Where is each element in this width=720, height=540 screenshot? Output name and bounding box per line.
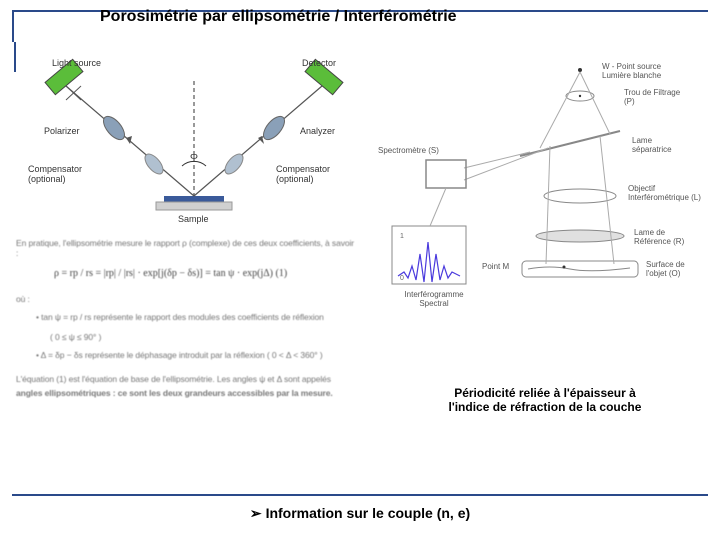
formula-tan: • tan ψ = rp / rs représente le rapport … [36,312,356,322]
formula-note1: L'équation (1) est l'équation de base de… [16,374,356,384]
footer-rule [12,494,708,496]
periodicity-note: Périodicité reliée à l'épaisseur à l'ind… [410,386,680,414]
footer-label: Information sur le couple (n, e) [266,505,471,521]
page-title: Porosimétrie par ellipsométrie / Interfé… [100,8,457,26]
label-polarizer: Polarizer [44,126,80,136]
label-interferogram: Interférogramme Spectral [394,290,474,308]
label-spectro: Spectromètre (S) [378,146,458,155]
ellipsometry-panel: Φ Light source Detector Polarizer Analyz… [6,56,362,486]
formula-intro: En pratique, l'ellipsométrie mesure le r… [16,238,356,258]
footer-text: ➢Information sur le couple (n, e) [0,505,720,522]
formula-delta: • Δ = δp − δs représente le déphasage in… [36,350,356,360]
formula-delta-text: Δ = δp − δs représente le déphasage intr… [41,350,323,360]
label-analyzer: Analyzer [300,126,335,136]
label-comp-left: Compensator (optional) [28,164,98,184]
formula-ou: où : [16,294,30,304]
ellipso-diagram: Φ [6,56,362,231]
label-sample: Sample [178,214,209,224]
label-objectif: Objectif Interférométrique (L) [628,184,708,202]
label-surface: Surface de l'objet (O) [646,260,706,278]
svg-text:Φ: Φ [190,152,198,163]
label-detector: Detector [302,58,336,68]
formula-tan-text: tan ψ = rp / rs représente le rapport de… [41,312,324,322]
formula-psi-range: ( 0 ≤ ψ ≤ 90° ) [50,332,101,342]
label-light-source: Light source [52,58,101,68]
formula-rho: ρ = rp / rs = |rp| / |rs| · exp[j(δp − δ… [54,268,287,279]
arrow-icon: ➢ [250,505,262,522]
label-trou: Trou de Filtrage (P) [624,88,684,106]
label-comp-right: Compensator (optional) [276,164,346,184]
svg-text:0: 0 [400,275,404,282]
periodicity-line2: l'indice de réfraction de la couche [449,400,642,414]
label-lame-sep: Lame séparatrice [632,136,692,154]
label-point-m: Point M [482,262,509,271]
periodicity-line1: Périodicité reliée à l'épaisseur à [454,386,636,400]
label-lame-ref: Lame de Référence (R) [634,228,694,246]
label-w-source: W - Point source Lumière blanche [602,62,682,80]
main-content: Φ Light source Detector Polarizer Analyz… [0,56,720,540]
interfero-panel: 1 0 W - Point source Lumière blanche Tro… [370,56,710,486]
svg-text:1: 1 [400,233,404,240]
formula-note2: angles ellipsométriques : ce sont les de… [16,388,356,398]
